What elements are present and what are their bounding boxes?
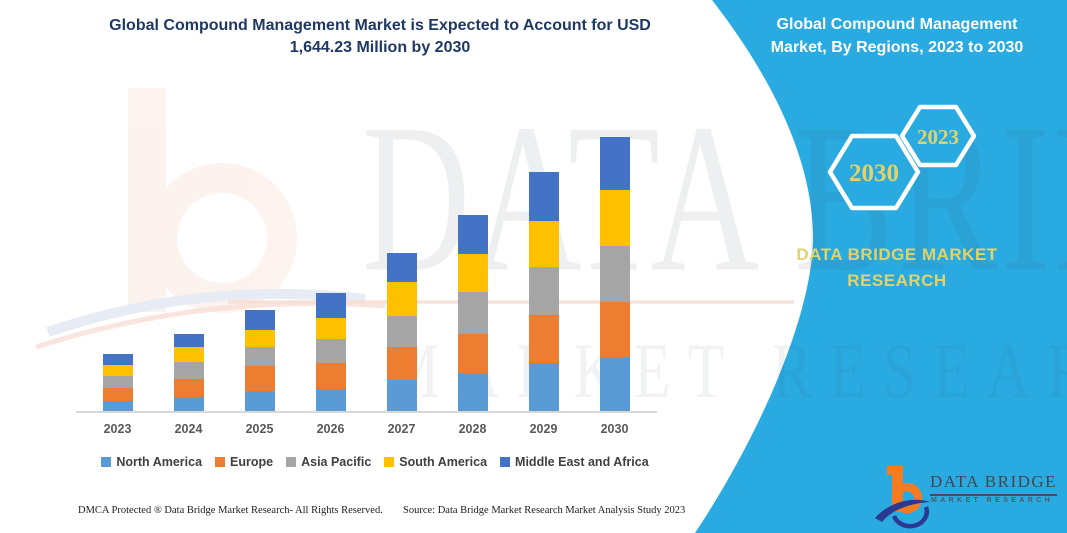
bar-segment [173, 334, 204, 347]
bar-segment [244, 309, 275, 330]
bar-segment [244, 365, 275, 391]
bar-segment [315, 388, 346, 412]
bar-segment [386, 347, 417, 381]
bar-segment [102, 401, 133, 412]
bar-segment [315, 292, 346, 318]
bar-segment [528, 220, 559, 267]
chart-title: Global Compound Management Market is Exp… [50, 15, 710, 59]
x-axis-label: 2030 [600, 422, 629, 436]
x-axis-label: 2024 [174, 422, 203, 436]
bar-segment [244, 347, 275, 366]
chart-legend: North America Europe Asia Pacific South Ame… [55, 455, 695, 469]
bar-segment [173, 362, 204, 380]
bar-2029 [528, 172, 559, 412]
bar-segment [173, 379, 204, 398]
x-axis-label: 2025 [245, 422, 274, 436]
bar-segment [457, 214, 488, 255]
x-axis-label: 2027 [387, 422, 416, 436]
legend-item: South America [384, 455, 487, 469]
source-text: Source: Data Bridge Market Research Mark… [403, 505, 686, 516]
bar-segment [599, 246, 630, 303]
legend-swatch-icon [384, 457, 395, 467]
bar-segment [102, 353, 133, 366]
legend-label: Asia Pacific [301, 455, 372, 469]
bar-2024 [173, 334, 204, 412]
legend-item: Middle East and Africa [500, 455, 649, 469]
bar-segment [457, 254, 488, 293]
x-axis-label: 2026 [316, 422, 345, 436]
bar-2026 [315, 292, 346, 412]
bar-segment [386, 315, 417, 348]
legend-swatch-icon [215, 457, 226, 467]
bar-2025 [244, 309, 275, 412]
bar-segment [457, 334, 488, 374]
bar-segment [599, 136, 630, 191]
x-axis-label: 2028 [458, 422, 487, 436]
bar-segment [173, 397, 204, 412]
bar-segment [528, 172, 559, 221]
bar-2027 [386, 252, 417, 412]
bar-segment [102, 375, 133, 388]
bar-segment [528, 362, 559, 412]
legend-label: Middle East and Africa [515, 455, 649, 469]
bar-segment [457, 292, 488, 335]
bar-segment [244, 329, 275, 348]
bar-segment [599, 190, 630, 247]
legend-swatch-icon [286, 457, 297, 467]
bar-segment [386, 252, 417, 283]
bar-segment [102, 387, 133, 402]
bar-segment [386, 380, 417, 412]
legend-swatch-icon [101, 457, 112, 467]
bar-segment [102, 365, 133, 376]
bar-segment [173, 346, 204, 363]
bar-segment [315, 363, 346, 389]
chart-title-line1: Global Compound Management Market is Exp… [109, 17, 651, 34]
bar-segment [457, 373, 488, 412]
legend-item: Europe [215, 455, 273, 469]
x-axis-label: 2023 [103, 422, 132, 436]
legend-label: North America [116, 455, 203, 469]
bar-segment [599, 302, 630, 358]
legend-item: North America [101, 455, 202, 469]
bar-segment [244, 390, 275, 412]
bar-2023 [102, 353, 133, 412]
bar-segment [315, 339, 346, 364]
x-axis-line [76, 411, 657, 413]
legend-item: Asia Pacific [286, 455, 371, 469]
legend-label: Europe [230, 455, 274, 469]
bar-segment [315, 317, 346, 340]
bar-2028 [457, 214, 488, 412]
legend-label: South America [399, 455, 488, 469]
chart-title-line2: 1,644.23 Million by 2030 [289, 39, 471, 56]
bar-2030 [599, 136, 630, 412]
x-axis-label: 2029 [529, 422, 558, 436]
bar-segment [528, 315, 559, 363]
bar-segment [599, 357, 630, 412]
legend-swatch-icon [500, 457, 511, 467]
bar-segment [386, 282, 417, 316]
bar-segment [528, 266, 559, 316]
dmca-copyright-text: DMCA Protected ® Data Bridge Market Rese… [78, 505, 383, 516]
